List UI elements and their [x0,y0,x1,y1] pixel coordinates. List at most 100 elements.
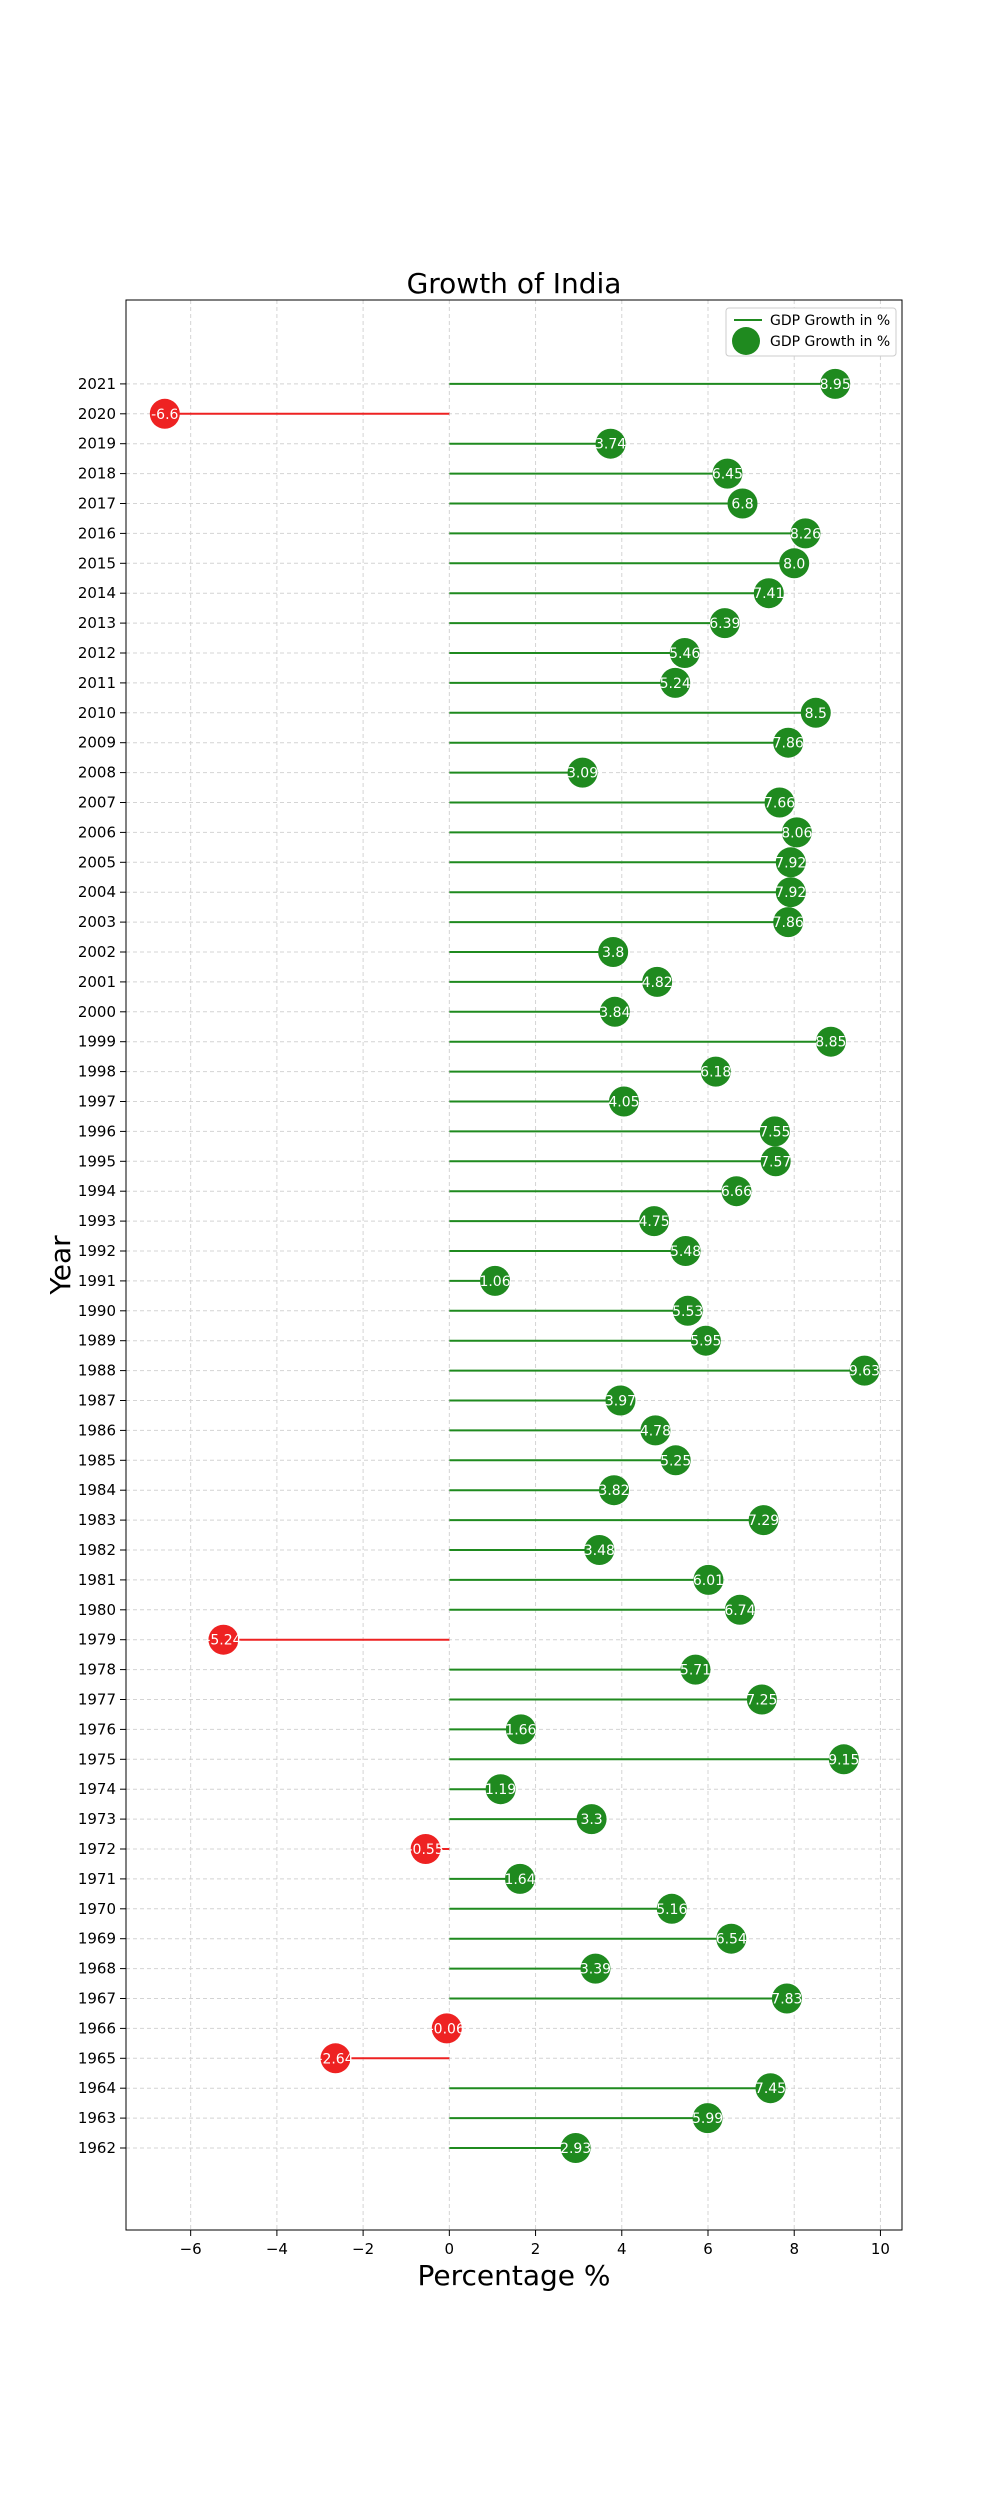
y-tick-label: 1999 [78,1033,116,1051]
data-point [721,1176,752,1207]
data-label: 6.18 [700,1065,731,1081]
y-tick-label: 1969 [78,1930,116,1948]
y-tick-label: 1984 [78,1481,116,1499]
data-label: 7.55 [759,1124,790,1140]
data-point [580,1953,611,1984]
y-tick-label: 1988 [78,1362,116,1380]
y-tick-label: 1974 [78,1780,116,1798]
data-label: 7.83 [771,1992,802,2008]
plot-frame [125,299,903,2231]
data-label: 3.48 [584,1543,615,1559]
data-point [656,1893,687,1924]
legend-marker-label: GDP Growth in % [770,334,890,350]
y-tick-label: 1995 [78,1152,116,1170]
data-label: 5.25 [660,1453,691,1469]
data-label: 3.39 [580,1962,611,1978]
data-point [485,1774,516,1805]
data-point [672,1295,703,1326]
data-point [320,2043,351,2074]
data-label: 5.71 [680,1663,711,1679]
data-point [775,847,806,878]
data-label: 7.86 [773,915,804,931]
data-label: 5.53 [672,1304,703,1320]
data-label: 8.85 [815,1035,846,1051]
x-tick-label: −6 [180,2240,202,2258]
y-tick-label: 1965 [78,2049,116,2067]
y-tick-label: 1964 [78,2079,116,2097]
y-tick-label: 1996 [78,1122,116,1140]
legend-marker-swatch [732,327,760,355]
y-tick-label: 2009 [78,734,116,752]
x-tick-label: −2 [352,2240,374,2258]
data-point [669,638,700,668]
y-tick-label: 1978 [78,1661,116,1679]
y-tick-label: 2000 [78,1003,116,1021]
data-label: 3.82 [598,1483,629,1499]
data-point [660,1445,691,1476]
data-label: -0.06 [429,2021,465,2037]
y-tick-label: 1992 [78,1242,116,1260]
data-point [753,578,784,609]
y-tick-label: 2016 [78,524,116,542]
data-point [748,1505,779,1536]
data-point [779,548,810,579]
y-tick-label: 1989 [78,1332,116,1350]
y-tick-label: 1990 [78,1302,116,1320]
data-label: -0.55 [408,1842,444,1858]
y-tick-label: 2014 [78,584,116,602]
data-label: 7.45 [755,2081,786,2097]
data-label: 3.74 [595,437,626,453]
x-tick-label: −4 [266,2240,288,2258]
data-label: 6.39 [709,616,740,632]
data-label: 5.24 [660,676,691,692]
stems [164,382,865,2149]
data-point [800,697,831,728]
data-label: 5.48 [670,1244,701,1260]
data-label: 7.25 [746,1693,777,1709]
y-tick-label: 2011 [78,674,116,692]
y-tick-label: 1993 [78,1212,116,1230]
data-label: 8.26 [790,526,821,542]
data-label: 9.63 [849,1364,880,1380]
x-tick-label: 0 [445,2240,455,2258]
y-tick-label: 1979 [78,1631,116,1649]
y-tick-label: 1973 [78,1810,116,1828]
data-point [576,1804,607,1835]
y-tick-label: 2020 [78,405,116,423]
y-tick-label: 1981 [78,1571,116,1589]
data-label: 1.19 [485,1782,516,1798]
data-point [820,368,851,399]
data-point [709,608,740,639]
y-tick-label: 1987 [78,1392,116,1410]
legend-box [725,307,897,357]
y-tick-label: 1997 [78,1093,116,1111]
data-label: 4.75 [639,1214,670,1230]
data-point [560,2133,591,2163]
data-point [149,398,180,429]
grid [126,300,902,2230]
data-label: 5.16 [656,1902,687,1918]
data-point [764,787,795,818]
markers: 2.93 5.99 7.45 -2.64 -0.06 7.83 3.39 6.54 5.16 1.… [149,368,880,2163]
x-tick-label: 4 [617,2240,627,2258]
data-label: 6.8 [731,497,753,513]
y-tick-label: 1966 [78,2019,116,2037]
y-tick-label: 1980 [78,1601,116,1619]
data-label: 3.8 [602,945,624,961]
data-label: 5.95 [690,1334,721,1350]
data-point [773,727,804,758]
y-tick-label: 1977 [78,1691,116,1709]
data-point [431,2013,462,2044]
data-point [595,428,626,459]
y-tick-label: 2021 [78,375,116,393]
data-point [716,1923,747,1954]
data-label: 3.09 [567,766,598,782]
data-point [815,1026,846,1057]
data-label: 6.01 [693,1573,724,1589]
data-label: 1.64 [504,1872,535,1888]
data-point [410,1834,441,1864]
data-label: 3.3 [580,1812,602,1828]
data-label: 5.99 [692,2111,723,2127]
data-label: 4.78 [640,1423,671,1439]
